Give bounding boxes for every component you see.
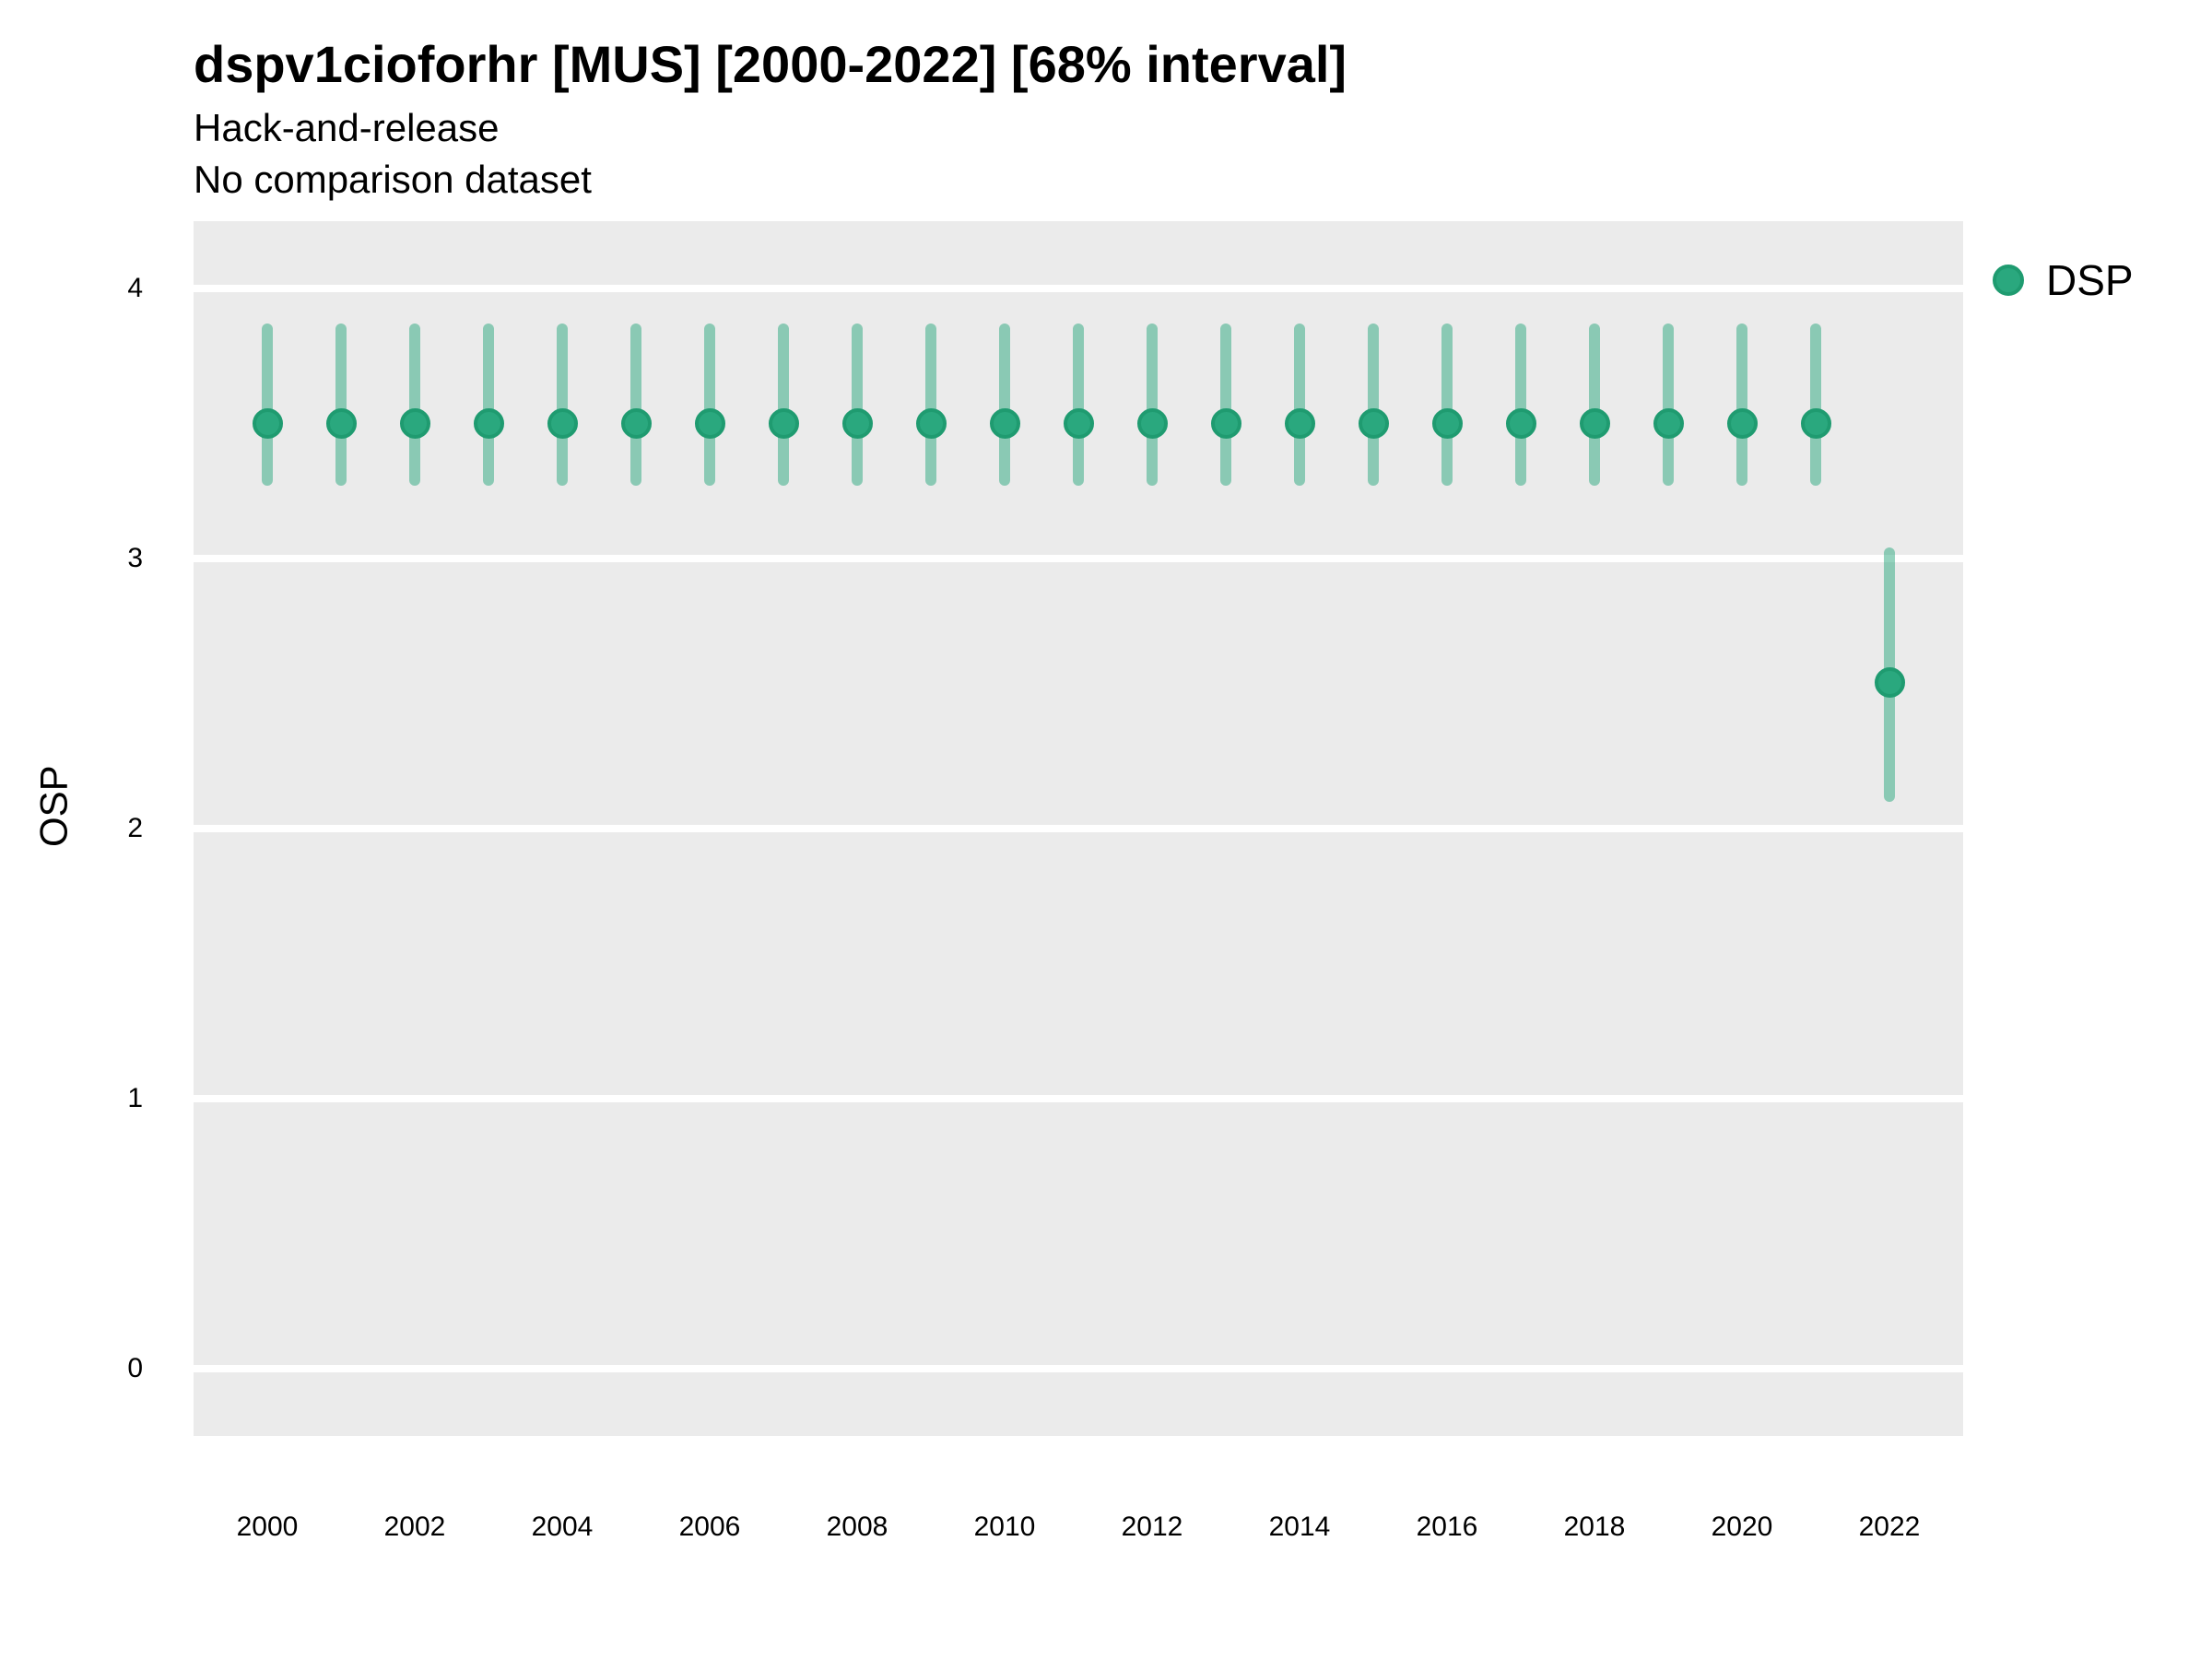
x-tick-2000: 2000 [236,1512,299,1542]
interval-bar-2019 [1663,324,1674,487]
point-2003 [473,408,504,440]
interval-bar-2007 [778,324,789,487]
point-2020 [1726,408,1758,440]
interval-bar-2017 [1515,324,1526,487]
gridline-y-0 [194,1364,1963,1372]
x-tick-2012: 2012 [1121,1512,1183,1542]
interval-bar-2008 [852,324,863,487]
y-tick-1: 1 [127,1082,143,1113]
point-2015 [1358,408,1389,440]
gridline-y-1 [194,1094,1963,1102]
interval-bar-2006 [704,324,715,487]
interval-bar-2001 [335,324,347,487]
x-tick-2018: 2018 [1563,1512,1626,1542]
interval-bar-2000 [262,324,273,487]
legend-point-icon [1993,265,2024,296]
point-2006 [694,408,725,440]
interval-bar-2013 [1220,324,1231,487]
chart-title: dspv1cioforhr [MUS] [2000-2022] [68% int… [194,35,1347,93]
y-tick-0: 0 [127,1352,143,1383]
y-tick-4: 4 [127,273,143,304]
point-2016 [1431,408,1463,440]
y-tick-3: 3 [127,543,143,574]
x-tick-2010: 2010 [973,1512,1036,1542]
chart-annotation: No comparison dataset [194,158,592,201]
interval-bar-2018 [1589,324,1600,487]
x-tick-2020: 2020 [1711,1512,1773,1542]
x-tick-2006: 2006 [678,1512,741,1542]
gridline-y-4 [194,285,1963,293]
point-2010 [989,408,1020,440]
point-2007 [768,408,799,440]
point-2012 [1136,408,1168,440]
interval-bar-2014 [1294,324,1305,487]
point-2004 [547,408,578,440]
point-2018 [1579,408,1610,440]
point-2009 [915,408,947,440]
point-2002 [399,408,430,440]
point-2021 [1800,408,1831,440]
interval-bar-2015 [1368,324,1379,487]
x-tick-2002: 2002 [383,1512,446,1542]
point-2000 [252,408,283,440]
point-2005 [620,408,652,440]
point-2014 [1284,408,1315,440]
interval-bar-2016 [1441,324,1453,487]
x-tick-2004: 2004 [531,1512,594,1542]
interval-bar-2020 [1736,324,1747,487]
interval-bar-2002 [409,324,420,487]
point-2013 [1210,408,1241,440]
legend-label: DSP [2046,256,2134,304]
gridline-y-2 [194,825,1963,832]
interval-bar-2003 [483,324,494,487]
x-tick-2008: 2008 [826,1512,888,1542]
interval-bar-2021 [1810,324,1821,487]
interval-bar-2009 [925,324,936,487]
y-axis-title: OSP [31,765,76,847]
plot-panel [194,221,1963,1436]
y-tick-2: 2 [127,813,143,843]
chart-subtitle: Hack-and-release [194,106,500,149]
interval-bar-2012 [1147,324,1158,487]
interval-bar-2005 [630,324,641,487]
interval-bar-2011 [1073,324,1084,487]
interval-bar-2010 [999,324,1010,487]
x-tick-2016: 2016 [1416,1512,1478,1542]
point-2008 [841,408,873,440]
point-2001 [325,408,357,440]
point-2019 [1653,408,1684,440]
point-2011 [1063,408,1094,440]
legend: DSP [1993,259,2134,301]
point-2017 [1505,408,1536,440]
point-2022 [1874,667,1905,699]
interval-bar-2004 [557,324,568,487]
gridline-y-3 [194,555,1963,563]
x-tick-2022: 2022 [1858,1512,1921,1542]
x-tick-2014: 2014 [1268,1512,1331,1542]
